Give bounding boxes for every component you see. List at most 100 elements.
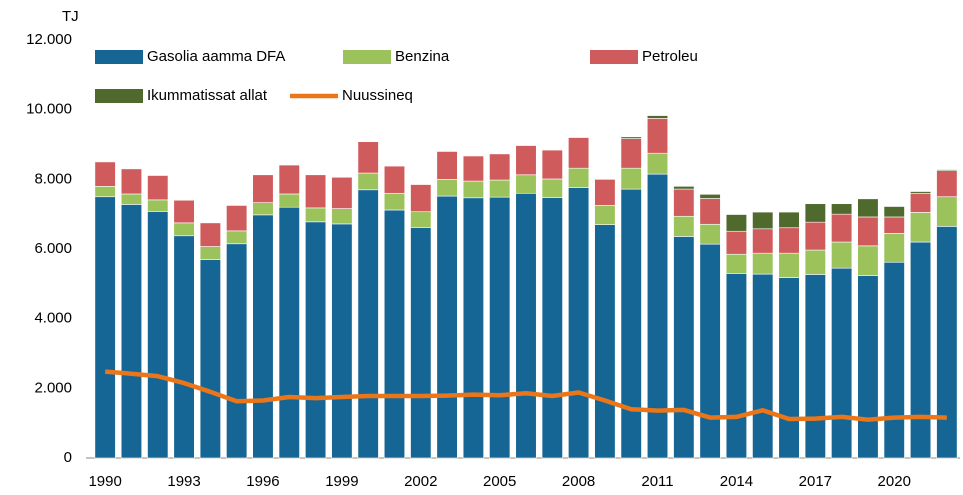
bar-segment [883, 216, 905, 234]
legend-swatch [590, 50, 638, 64]
bar-segment [305, 174, 327, 209]
x-tick-label: 2005 [483, 473, 516, 490]
x-tick-label: 1999 [325, 473, 358, 490]
bar-segment [147, 175, 169, 201]
bar-segment [620, 188, 642, 459]
x-tick-label: 1990 [88, 473, 121, 490]
bar-segment [199, 246, 221, 260]
bar-segment [147, 199, 169, 212]
bar-segment [436, 151, 458, 180]
bar-segment [620, 136, 642, 139]
bar-segment [620, 167, 642, 190]
x-tick-label: 2017 [799, 473, 832, 490]
bar-segment [831, 267, 853, 459]
bar-segment [646, 173, 669, 459]
bar-segment [568, 187, 590, 459]
bar-segment [699, 243, 721, 459]
y-tick-label: 10.000 [26, 101, 72, 118]
bar-segment [278, 193, 300, 208]
bar-segment [489, 196, 511, 459]
bar-segment [673, 188, 695, 217]
bar-segment [646, 115, 669, 119]
bar-segment [936, 169, 958, 171]
bar-segment [804, 274, 826, 459]
bar-segment [357, 172, 379, 191]
bar-segment [331, 223, 353, 459]
line-series [104, 369, 947, 422]
bar-segment [226, 230, 248, 245]
bar-segment [857, 245, 879, 276]
legend-swatch [343, 50, 391, 64]
bar-segment [804, 203, 826, 223]
bar-segment [541, 197, 563, 459]
bar-segment [541, 178, 563, 198]
bar-segment [594, 179, 616, 206]
bar-segment [173, 235, 195, 459]
y-axis-label: TJ [62, 8, 79, 25]
bar-segment [909, 212, 932, 243]
bar-segment [410, 211, 432, 228]
bar-segment [462, 197, 484, 459]
x-tick-label: 2014 [720, 473, 753, 490]
bar-segment [804, 249, 826, 275]
bar-segment [673, 186, 695, 190]
bar-segment [909, 192, 932, 213]
bar-segment [936, 196, 958, 227]
y-tick-label: 12.000 [26, 31, 72, 48]
bar-segment [199, 259, 221, 459]
bar-segment [883, 233, 905, 263]
bar-segment [778, 211, 800, 229]
bar-segment [568, 167, 590, 188]
bar-segment [725, 214, 747, 232]
y-tick-label: 8.000 [34, 170, 72, 187]
bar-segment [331, 176, 353, 209]
bar-segment [568, 137, 590, 169]
bar-segment [94, 196, 116, 459]
bar-segment [936, 226, 958, 459]
x-tick-label: 2011 [641, 473, 673, 490]
bar-segment [699, 198, 721, 225]
bar-segment [226, 243, 248, 459]
bar-segment [199, 222, 221, 247]
bar-segment [489, 179, 511, 198]
y-tick-label: 0 [64, 449, 72, 466]
bar-segment [804, 221, 826, 251]
x-tick-label: 1993 [167, 473, 200, 490]
bar-segment [752, 273, 774, 459]
bar-segment [831, 241, 853, 269]
bar-segment [857, 198, 879, 218]
bar-segment [620, 138, 642, 169]
bar-segment [778, 252, 800, 278]
bar-segment [173, 199, 195, 224]
x-tick-label: 1996 [246, 473, 279, 490]
x-tick-label: 2002 [404, 473, 437, 490]
bar-segment [226, 205, 248, 232]
bar-segment [857, 275, 879, 459]
bar-segment [831, 213, 853, 243]
bar-segment [94, 186, 116, 198]
bar-segment [383, 192, 406, 211]
bar-segment [383, 165, 406, 194]
legend-label: Benzina [395, 48, 450, 65]
bar-segment [725, 273, 747, 459]
bar-segment [725, 253, 747, 274]
legend-label: Ikummatissat allat [147, 87, 268, 104]
bar-segment [489, 153, 511, 181]
bar-segment [383, 209, 406, 459]
bar-segment [357, 189, 379, 459]
bar-segment [410, 227, 432, 459]
bar-segment [120, 204, 143, 459]
bar-segment [436, 179, 458, 197]
bar-segment [515, 174, 537, 194]
bar-segment [699, 223, 721, 245]
bar-segment [120, 168, 143, 195]
bar-segment [410, 184, 432, 213]
bar-segment [357, 141, 379, 174]
bar-segment [331, 208, 353, 225]
bar-segment [252, 174, 274, 203]
bar-segment [778, 277, 800, 459]
bar-segment [515, 192, 537, 459]
x-tick-label: 2020 [878, 473, 911, 490]
bar-segment [541, 149, 563, 180]
